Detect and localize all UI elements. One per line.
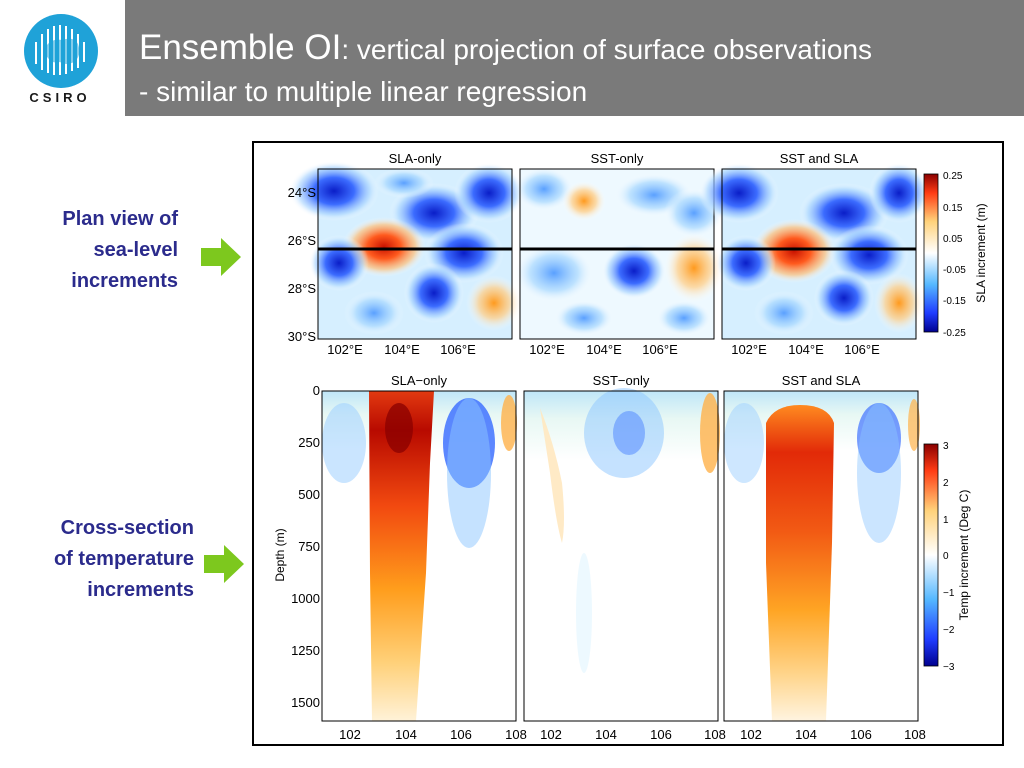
section-y-label: Depth (m) <box>273 528 287 581</box>
plan-x-tick: 106°E <box>844 342 880 357</box>
plan-view-label-line: increments <box>71 270 178 292</box>
cross-section-label-line: Cross-section <box>60 517 194 539</box>
plan-colorbar-tick: 0.05 <box>943 234 963 245</box>
section-y-tick: 500 <box>298 487 320 502</box>
section-x-tick: 104 <box>595 727 617 742</box>
plan-y-tick: 30°S <box>288 329 317 344</box>
plan-panel-sst-only <box>514 167 724 340</box>
section-panel-title: SST−only <box>593 373 650 388</box>
plan-x-tick: 106°E <box>440 342 476 357</box>
figure-panel: SLA-only SST-only SST and SLA 24°S 26°S … <box>252 141 1004 746</box>
cross-section-label-line: of temperature <box>53 548 194 570</box>
plan-x-tick: 104°E <box>384 342 420 357</box>
plan-colorbar: 0.25 0.15 0.05 -0.05 -0.15 -0.25 SLA inc… <box>923 171 988 339</box>
plan-colorbar-label: SLA increment (m) <box>974 203 988 302</box>
section-y-tick: 750 <box>298 539 320 554</box>
plan-colorbar-tick: -0.15 <box>943 296 966 307</box>
plan-view-label: Plan view of sea-level increments <box>20 204 178 297</box>
csiro-logo: CSIRO <box>0 0 125 116</box>
section-colorbar-tick: −2 <box>943 625 955 636</box>
plan-panel-title: SST-only <box>591 151 644 166</box>
plan-x-tick: 102°E <box>529 342 565 357</box>
section-panel-title: SLA−only <box>391 373 448 388</box>
section-colorbar-tick: −3 <box>943 662 955 673</box>
section-x-tick: 108 <box>904 727 926 742</box>
section-colorbar-tick: 0 <box>943 551 949 562</box>
plan-panel-title: SLA-only <box>389 151 442 166</box>
logo-wordmark: CSIRO <box>29 90 91 105</box>
plan-colorbar-tick: -0.25 <box>943 328 966 339</box>
section-y-tick: 250 <box>298 435 320 450</box>
section-x-tick: 102 <box>540 727 562 742</box>
plan-colorbar-tick: 0.25 <box>943 171 963 182</box>
csiro-globe-icon <box>24 14 98 88</box>
plan-x-tick: 104°E <box>788 342 824 357</box>
plan-colorbar-tick: 0.15 <box>943 203 963 214</box>
slide-title: Ensemble OI: vertical projection of surf… <box>139 28 872 68</box>
plan-x-tick: 102°E <box>731 342 767 357</box>
section-x-tick: 106 <box>850 727 872 742</box>
title-bar: Ensemble OI: vertical projection of surf… <box>125 0 1024 116</box>
cross-section-label: Cross-section of temperature increments <box>10 513 194 606</box>
section-x-tick: 106 <box>450 727 472 742</box>
section-panel-title: SST and SLA <box>782 373 861 388</box>
section-colorbar-label: Temp increment (Deg C) <box>957 490 971 621</box>
section-x-tick: 108 <box>704 727 726 742</box>
plan-panel-title: SST and SLA <box>780 151 859 166</box>
plan-y-tick: 26°S <box>288 233 317 248</box>
section-x-tick: 102 <box>339 727 361 742</box>
section-y-tick: 1000 <box>291 591 320 606</box>
plan-view-arrow-icon <box>201 238 241 276</box>
section-y-tick: 1250 <box>291 643 320 658</box>
section-colorbar: 3 2 1 0 −1 −2 −3 Temp increment (Deg C) <box>923 441 971 673</box>
plan-panel-sst-and-sla <box>699 163 929 340</box>
section-x-tick: 102 <box>740 727 762 742</box>
plan-view-label-line: sea-level <box>93 239 178 261</box>
section-panel-sst-only <box>523 388 720 722</box>
plan-x-tick: 104°E <box>586 342 622 357</box>
section-panel-sst-and-sla <box>723 390 920 722</box>
title-rest: : vertical projection of surface observa… <box>341 34 873 65</box>
section-y-tick: 1500 <box>291 695 320 710</box>
section-colorbar-tick: 1 <box>943 515 949 526</box>
section-x-tick: 108 <box>505 727 527 742</box>
title-main: Ensemble OI <box>139 28 342 67</box>
section-x-tick: 106 <box>650 727 672 742</box>
section-panel-sla-only <box>321 390 517 722</box>
plan-y-tick: 28°S <box>288 281 317 296</box>
slide-subtitle: - similar to multiple linear regression <box>139 76 588 107</box>
section-colorbar-tick: 2 <box>943 478 949 489</box>
plan-panel-sla-only <box>289 161 524 340</box>
cross-section-label-line: increments <box>87 579 194 601</box>
cross-section-arrow-icon <box>204 545 244 583</box>
plan-colorbar-tick: -0.05 <box>943 265 966 276</box>
plan-view-label-line: Plan view of <box>62 208 178 230</box>
section-y-tick: 0 <box>313 383 320 398</box>
figure-svg: SLA-only SST-only SST and SLA 24°S 26°S … <box>273 151 988 742</box>
section-colorbar-tick: 3 <box>943 441 949 452</box>
section-x-tick: 104 <box>795 727 817 742</box>
plan-y-tick: 24°S <box>288 185 317 200</box>
section-colorbar-tick: −1 <box>943 588 955 599</box>
plan-x-tick: 102°E <box>327 342 363 357</box>
section-x-tick: 104 <box>395 727 417 742</box>
plan-x-tick: 106°E <box>642 342 678 357</box>
